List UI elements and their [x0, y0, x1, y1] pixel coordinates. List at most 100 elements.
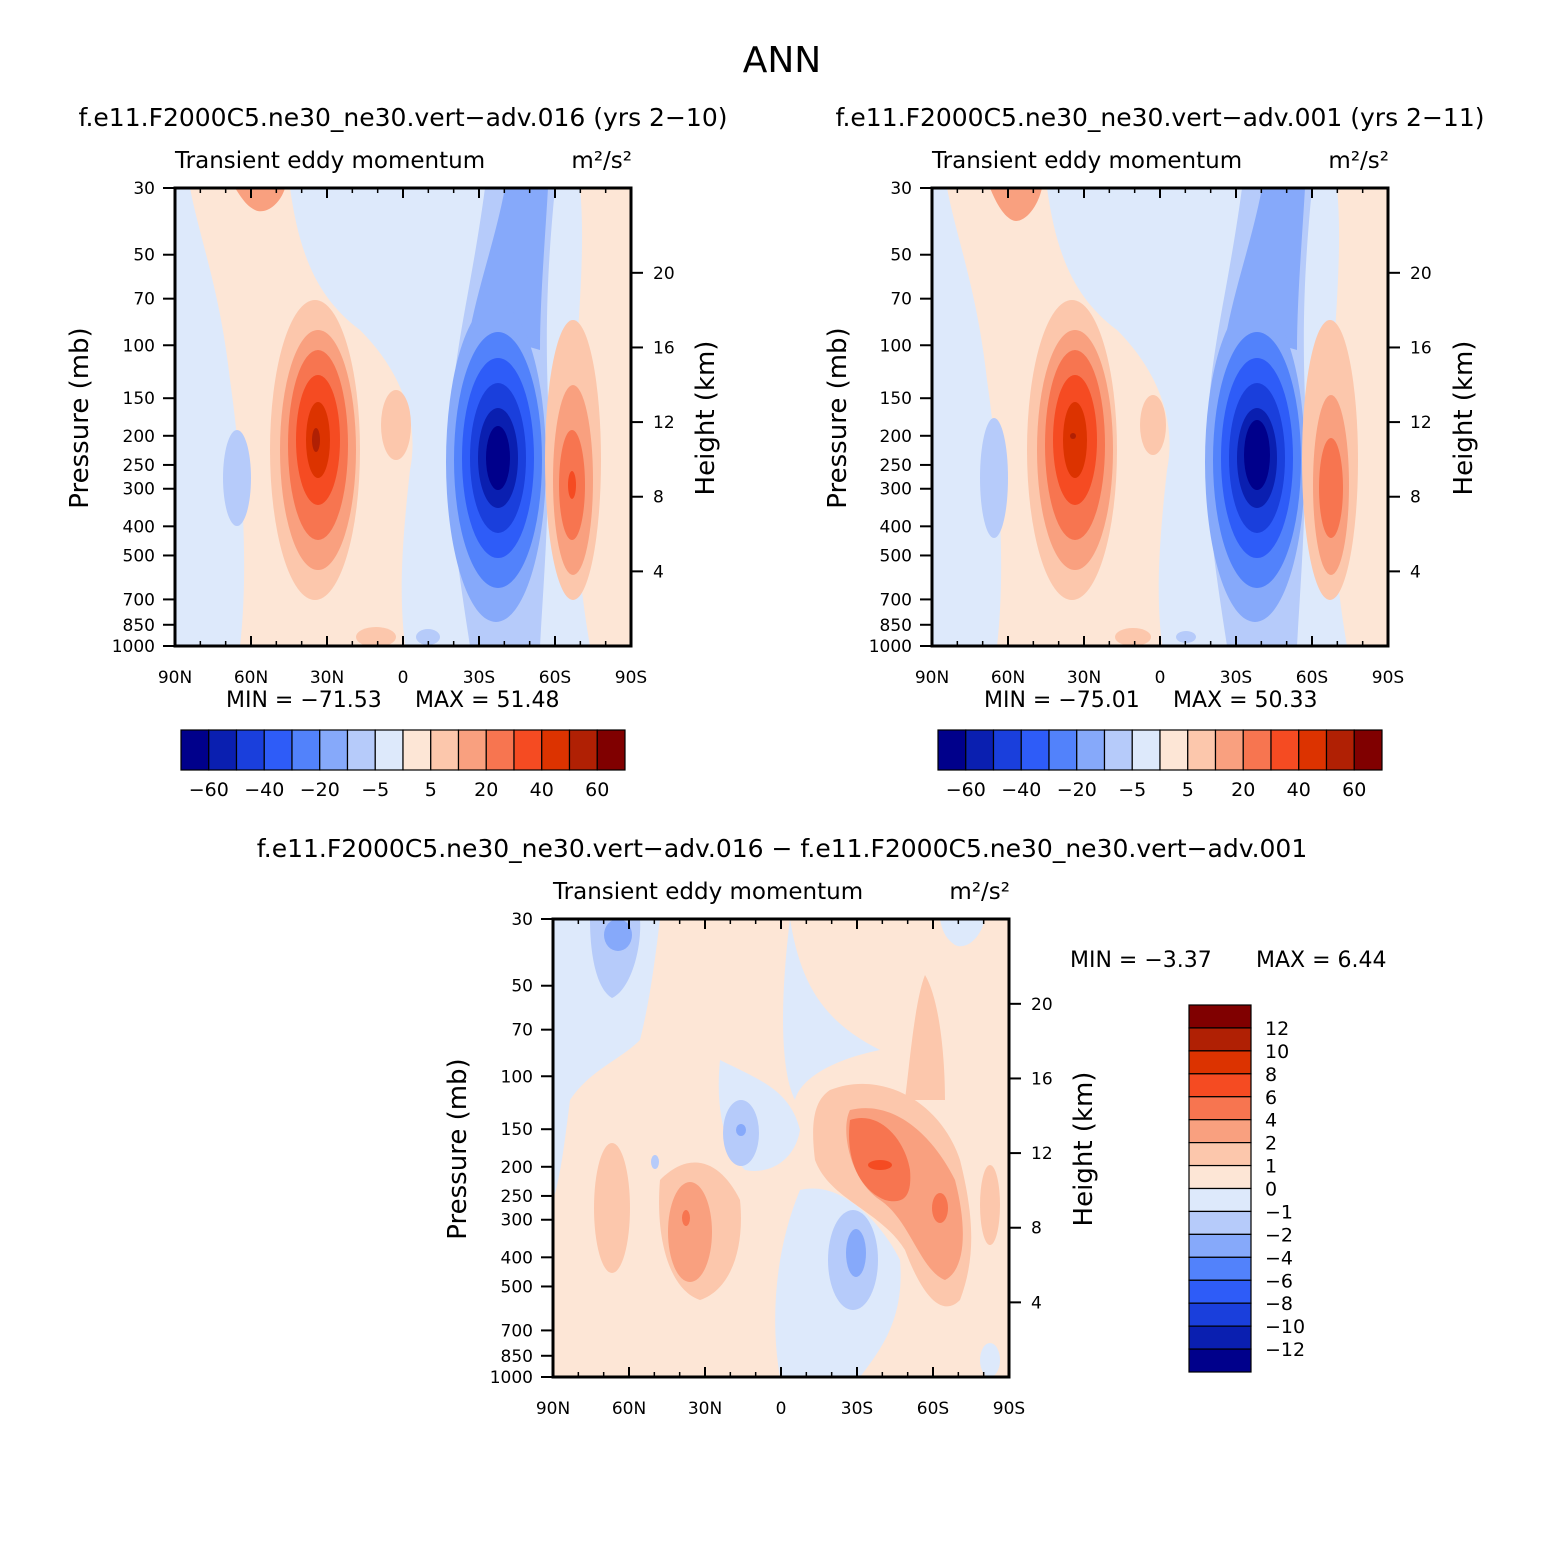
y-pressure-label: 500: [123, 546, 155, 566]
panel-test-plot: [173, 186, 633, 648]
colorbar-box: [1188, 1279, 1252, 1304]
positive-region-nh: [190, 188, 413, 646]
colorbar-label: 20: [474, 779, 498, 801]
y-height-label: 20: [653, 264, 675, 284]
panel-diff-variable: Transient eddy momentum: [552, 879, 863, 905]
colorbar-box: [1188, 1142, 1252, 1167]
y-height-label: 16: [653, 338, 675, 358]
positive-region-nh: [947, 188, 1170, 646]
x-tick-label: 60S: [917, 1399, 949, 1419]
colorbar-box: [1188, 1096, 1252, 1121]
y-pressure-label: 100: [123, 336, 155, 356]
colorbar-box: [1188, 1119, 1252, 1144]
y-pressure-label: 150: [880, 389, 912, 409]
colorbar-box: [402, 729, 432, 771]
y-height-label: 12: [653, 413, 675, 433]
colorbar-box: [1187, 729, 1217, 771]
y-pressure-label: 300: [880, 480, 912, 500]
y-pressure-label: 70: [511, 1021, 533, 1041]
colorbar-label: −60: [189, 779, 229, 801]
y-pressure-label: 400: [123, 517, 155, 537]
y-height-label: 8: [653, 488, 664, 508]
panel-test-min: MIN = −71.53: [226, 688, 382, 713]
colorbar-box: [208, 729, 238, 771]
colorbar-label: 1: [1265, 1156, 1277, 1178]
colorbar-box: [346, 729, 376, 771]
panel-control-variable: Transient eddy momentum: [931, 148, 1242, 174]
positive-regions: [594, 975, 1000, 1307]
y-pressure-label: 100: [501, 1067, 533, 1087]
colorbar-box: [1131, 729, 1161, 771]
colorbar-label: 40: [530, 779, 554, 801]
colorbar-label: −20: [300, 779, 340, 801]
colorbar-label: 10: [1265, 1041, 1289, 1063]
panel-diff-plot: [551, 917, 1011, 1379]
x-tick-label: 60S: [1296, 668, 1328, 688]
colorbar-label: 6: [1265, 1087, 1277, 1109]
colorbar-box: [1188, 1164, 1252, 1190]
colorbar-box: [1188, 1027, 1252, 1052]
y-height-label: 20: [1410, 264, 1432, 284]
y-pressure-label: 50: [133, 246, 155, 266]
colorbar-box: [374, 729, 404, 771]
y-pressure-label: 50: [890, 246, 912, 266]
y-height-label: 12: [1410, 413, 1432, 433]
y-pressure-label: 1000: [490, 1368, 533, 1388]
colorbar-box: [1076, 729, 1106, 771]
x-tick-label: 90S: [615, 668, 647, 688]
colorbar-label: −5: [361, 779, 389, 801]
colorbar-box: [1188, 1050, 1252, 1075]
panel-test-case-title: f.e11.F2000C5.ne30_ne30.vert−adv.016 (yr…: [79, 103, 728, 132]
panel-control-units: m²/s²: [1328, 148, 1389, 174]
x-tick-label: 30N: [1067, 668, 1101, 688]
colorbar-box: [513, 729, 543, 771]
x-tick-label: 90N: [536, 1399, 570, 1419]
y-height-label: 8: [1031, 1219, 1042, 1239]
colorbar-box: [1188, 1004, 1252, 1029]
panel-test-colorbar: −60 −40 −20 −5 5 20 40 60: [180, 729, 626, 801]
colorbar-label: 60: [585, 779, 609, 801]
y-pressure-label: 150: [501, 1120, 533, 1140]
y-pressure-label: 1000: [112, 637, 155, 657]
negative-jet-sh: [446, 188, 555, 646]
colorbar-box: [596, 729, 626, 771]
colorbar-label: 4: [1265, 1110, 1277, 1132]
y-pressure-label: 300: [123, 480, 155, 500]
x-tick-label: 0: [1155, 668, 1166, 688]
colorbar-label: 40: [1287, 779, 1311, 801]
colorbar-box: [541, 729, 571, 771]
colorbar-label: −6: [1265, 1270, 1293, 1292]
panel-control-colorbar: −60 −40 −20 −5 5 20 40 60: [937, 729, 1383, 801]
y-pressure-label: 200: [123, 427, 155, 447]
colorbar-label: −10: [1265, 1316, 1305, 1338]
colorbar-box: [1188, 1187, 1252, 1213]
y-pressure-label: 70: [133, 290, 155, 310]
x-tick-label: 60N: [991, 668, 1025, 688]
axes-layer: 90N 60N 30N 0 30S 60S 90S305070100150200250300…: [112, 179, 1432, 1419]
panel-control-plot: [930, 186, 1390, 648]
x-tick-label: 60N: [234, 668, 268, 688]
y-height-label: 4: [1031, 1293, 1042, 1313]
y-pressure-label: 850: [501, 1347, 533, 1367]
y-pressure-label: 100: [880, 336, 912, 356]
colorbar-box: [235, 729, 265, 771]
panel-control-min: MIN = −75.01: [984, 688, 1140, 713]
panel-test-max: MAX = 51.48: [415, 688, 560, 713]
colorbar-box: [1188, 1210, 1252, 1235]
x-tick-label: 60N: [612, 1399, 646, 1419]
figure-title: ANN: [743, 40, 822, 81]
colorbar-box: [430, 729, 460, 771]
colorbar-box: [1188, 1073, 1252, 1098]
x-tick-label: 90N: [915, 668, 949, 688]
colorbar-box: [291, 729, 321, 771]
colorbar-box: [485, 729, 515, 771]
colorbar-box: [1270, 729, 1300, 771]
panel-diff-units: m²/s²: [949, 879, 1010, 905]
panel-control-case-title: f.e11.F2000C5.ne30_ne30.vert−adv.001 (yr…: [836, 103, 1485, 132]
panel-diff-min: MIN = −3.37: [1070, 948, 1212, 973]
colorbar-label: −60: [946, 779, 986, 801]
colorbar-box: [568, 729, 598, 771]
colorbar-box: [992, 729, 1022, 771]
y-pressure-label: 700: [501, 1321, 533, 1341]
y-pressure-label: 300: [501, 1211, 533, 1231]
